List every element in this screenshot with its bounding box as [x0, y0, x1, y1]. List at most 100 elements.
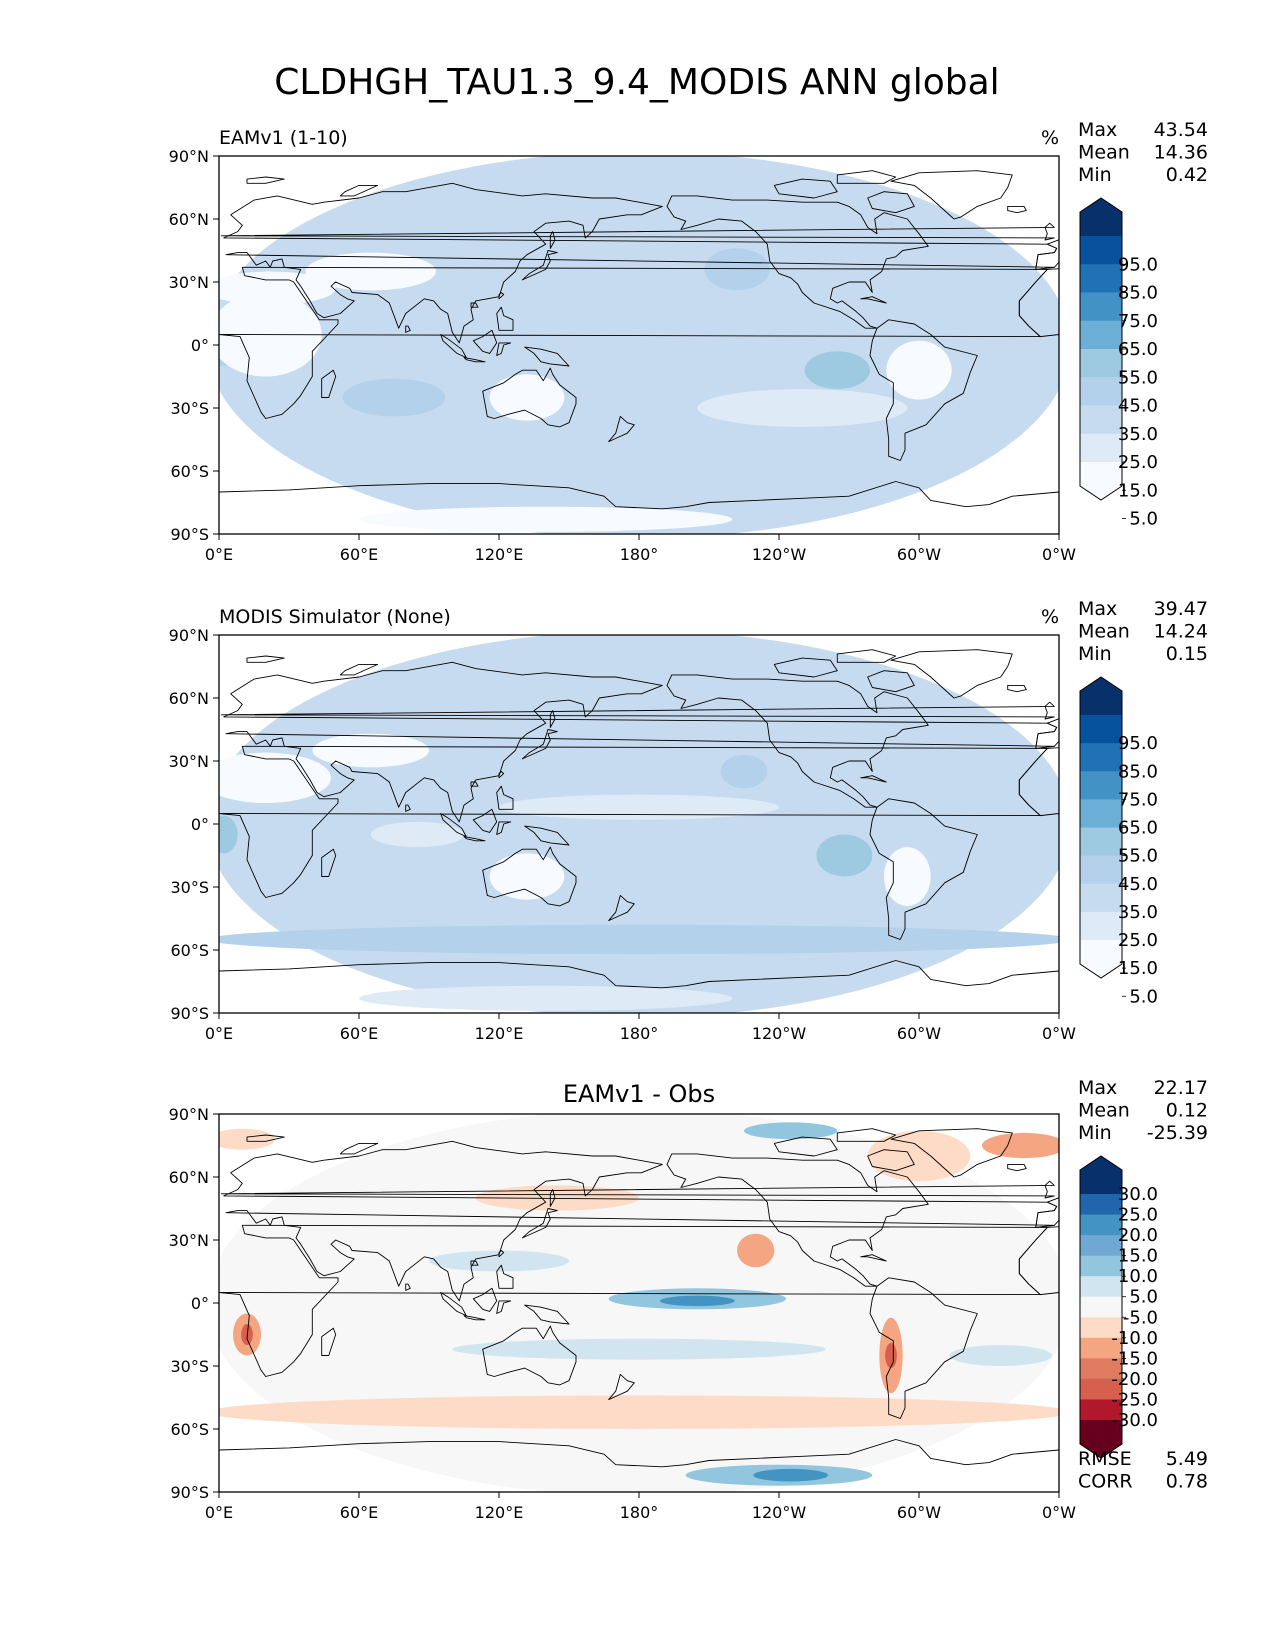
x-tick-label: 120°W	[752, 1024, 807, 1043]
coastline-borneo	[472, 1287, 498, 1312]
colorbar-level-label: 85.0	[1118, 283, 1158, 304]
stat-label: Mean	[1078, 1100, 1130, 1122]
field-region-15	[885, 1342, 897, 1369]
colorbar-swatch	[1080, 827, 1122, 857]
colorbar-level-label: 65.0	[1118, 818, 1158, 839]
coastline-greenland	[890, 649, 1013, 699]
map-field	[219, 635, 1059, 1013]
colorbar: 95.0 85.0 75.0 65.0 55.0 45.0 35.0 25.0 15.0 5.0	[1079, 676, 1158, 1007]
y-tick-label: 30°S	[170, 1357, 209, 1376]
colorbar-level-label: 45.0	[1118, 396, 1158, 417]
colorbar-level-label: 5.0	[1129, 509, 1158, 530]
coastline-greenland	[890, 1128, 1013, 1178]
y-tick-label: 0°	[191, 1294, 209, 1313]
y-tick-label: 60°N	[169, 210, 209, 229]
coastline-antarctica	[219, 1439, 1059, 1492]
colorbar-level-label: 35.0	[1118, 902, 1158, 923]
stat-label: Mean	[1078, 621, 1130, 643]
colorbar-swatch	[1080, 743, 1122, 772]
colorbar-level-label: 5.0	[1129, 1287, 1158, 1308]
x-tick-label: 60°E	[340, 1024, 378, 1043]
x-tick-label: 120°W	[752, 1503, 807, 1522]
colorbar-level-label: 25.0	[1118, 452, 1158, 473]
coastline-new-zealand	[608, 894, 635, 922]
colorbar-swatch	[1080, 292, 1122, 322]
coastline-taiwan	[498, 292, 505, 300]
stat-value: 0.15	[1166, 643, 1208, 665]
field-region-3	[475, 1185, 639, 1211]
colorbar-swatch	[1080, 1194, 1122, 1216]
field-region-5	[867, 1130, 971, 1182]
coastline-uk	[220, 222, 1055, 241]
colorbar-level-label: 95.0	[1118, 254, 1158, 275]
stat-label: Max	[1078, 1077, 1117, 1099]
colorbar-outline	[1079, 1155, 1123, 1459]
x-tick-label: 60°W	[897, 545, 941, 564]
coastline-svalbard	[246, 1134, 285, 1142]
coastline-java	[463, 357, 486, 363]
coastline-sakhalin	[549, 1189, 556, 1207]
colorbar-level-label: -25.0	[1111, 1389, 1158, 1410]
x-tick-label: 0°E	[205, 545, 233, 564]
x-tick-label: 60°W	[897, 1024, 941, 1043]
stat-value: -25.39	[1147, 1122, 1208, 1144]
x-tick-label: 0°W	[1042, 545, 1076, 564]
coastline-new-guinea	[524, 346, 570, 367]
field-region-9	[489, 853, 565, 900]
coastline-madagascar	[321, 1327, 337, 1356]
coastline-uk	[220, 701, 1055, 720]
y-tick-label: 0°	[191, 815, 209, 834]
stat-value: 14.36	[1154, 142, 1208, 164]
coastline-north-america	[666, 1153, 929, 1287]
colorbar-level-label: 5.0	[1129, 986, 1158, 1007]
field-region-7	[312, 733, 429, 768]
coastline-madagascar	[321, 369, 337, 398]
coastline-arctic-islands	[773, 657, 838, 678]
coastline-ellesmere	[836, 1128, 897, 1142]
x-tick-label: 60°E	[340, 1503, 378, 1522]
y-tick-label: 90°N	[169, 626, 209, 645]
coastline-uk	[220, 1180, 1055, 1199]
colorbar-swatch	[1080, 1255, 1122, 1277]
coastline-new-zealand	[608, 1373, 635, 1401]
stat-label: Max	[1078, 119, 1117, 141]
x-tick-label: 120°W	[752, 545, 807, 564]
y-tick-label: 90°N	[169, 1105, 209, 1124]
colorbar-swatch	[1080, 349, 1122, 378]
colorbar-level-label: -10.0	[1111, 1328, 1158, 1349]
panel-title: MODIS Simulator (None)	[219, 606, 451, 628]
metric-value: 0.78	[1166, 1471, 1208, 1493]
map-panel-2: 0°E 60°E 120°E 180° 120°W 60°W 0°W 90°N 60°N 30°N…	[169, 598, 1208, 1043]
colorbar-extend-min	[1080, 462, 1122, 500]
field-region-2	[704, 248, 770, 291]
colorbar-swatch	[1080, 1358, 1122, 1380]
coastline-ellesmere	[836, 170, 897, 184]
stat-label: Min	[1078, 643, 1112, 665]
coastline-iceland	[1007, 1163, 1027, 1172]
colorbar-swatch	[1080, 236, 1122, 265]
colorbar-level-label: 35.0	[1118, 424, 1158, 445]
field-region-5	[219, 815, 238, 854]
coastline-australia	[482, 1325, 577, 1386]
colorbar-level-label: -20.0	[1111, 1369, 1158, 1390]
field-region-19	[949, 1345, 1052, 1366]
x-tick-label: 0°W	[1042, 1503, 1076, 1522]
colorbar-extend-min	[1080, 940, 1122, 978]
x-tick-label: 180°	[620, 1503, 659, 1522]
field-region-2	[219, 1395, 1059, 1429]
coastline-hainan	[470, 302, 479, 308]
colorbar-swatch	[1080, 855, 1122, 885]
field-region-12	[697, 389, 908, 427]
x-tick-label: 180°	[620, 1024, 659, 1043]
y-tick-label: 0°	[191, 336, 209, 355]
colorbar-swatch	[1080, 1235, 1122, 1257]
y-tick-label: 60°S	[170, 462, 209, 481]
coastline-baffin	[867, 191, 915, 214]
colorbar-level-label: 10.0	[1118, 1266, 1158, 1287]
coastline-svalbard	[246, 655, 285, 663]
field-region-6	[219, 752, 331, 803]
colorbar-swatch	[1080, 264, 1122, 293]
y-tick-label: 90°S	[170, 1004, 209, 1023]
colorbar-swatch	[1080, 911, 1122, 941]
y-tick-label: 90°S	[170, 1483, 209, 1502]
